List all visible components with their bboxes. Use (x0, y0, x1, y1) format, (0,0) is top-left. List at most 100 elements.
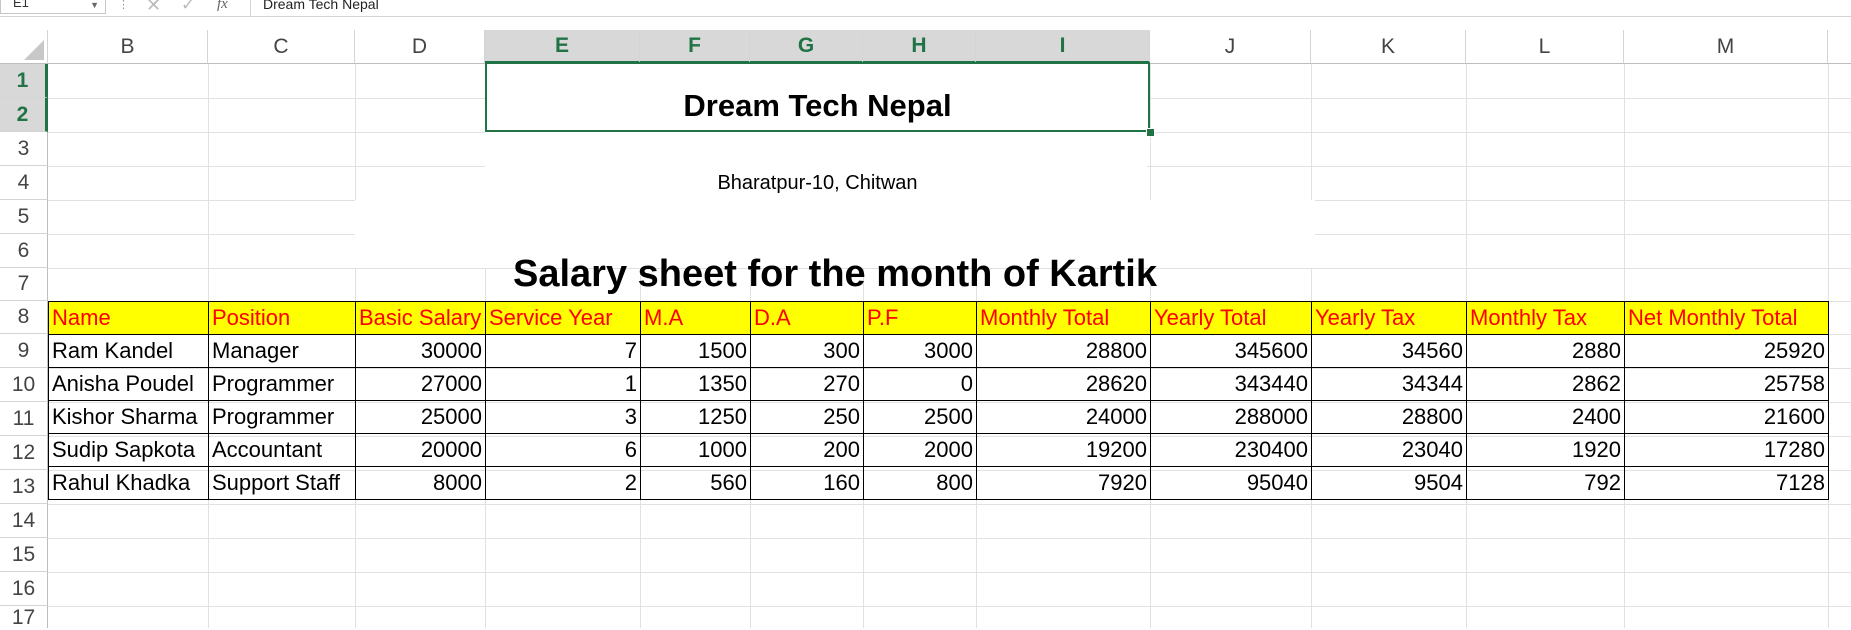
cell-service-year[interactable]: 2 (485, 466, 641, 500)
header-yearly-tax[interactable]: Yearly Tax (1311, 301, 1467, 335)
column-header-c[interactable]: C (208, 30, 355, 64)
header-da[interactable]: D.A (750, 301, 864, 335)
cell-position[interactable]: Programmer (208, 367, 356, 401)
row-header-2[interactable]: 2 (0, 98, 48, 132)
column-header-k[interactable]: K (1311, 30, 1466, 64)
cell-pf[interactable]: 2500 (863, 400, 977, 434)
column-header-i[interactable]: I (976, 30, 1150, 64)
cell-net-monthly-total[interactable]: 7128 (1624, 466, 1829, 500)
header-pf[interactable]: P.F (863, 301, 977, 335)
cell-yearly-total[interactable]: 230400 (1150, 433, 1312, 467)
address-cell[interactable]: Bharatpur-10, Chitwan (717, 171, 918, 194)
column-header-l[interactable]: L (1466, 30, 1624, 64)
cell-monthly-total[interactable]: 19200 (976, 433, 1151, 467)
cell-monthly-tax[interactable]: 792 (1466, 466, 1625, 500)
cell-basic-salary[interactable]: 20000 (355, 433, 486, 467)
cell-basic-salary[interactable]: 30000 (355, 334, 486, 368)
cell-service-year[interactable]: 6 (485, 433, 641, 467)
fill-handle[interactable] (1146, 128, 1155, 137)
row-header-8[interactable]: 8 (0, 301, 48, 334)
row-header-7[interactable]: 7 (0, 268, 48, 301)
enter-icon[interactable]: ✓ (181, 0, 196, 14)
header-basic-salary[interactable]: Basic Salary (355, 301, 486, 335)
cell-name[interactable]: Kishor Sharma (48, 400, 209, 434)
select-all-button[interactable] (0, 30, 48, 64)
cell-position[interactable]: Manager (208, 334, 356, 368)
row-header-4[interactable]: 4 (0, 166, 48, 200)
chevron-down-icon[interactable]: ▼ (90, 0, 99, 10)
cell-da[interactable]: 270 (750, 367, 864, 401)
column-header-j[interactable]: J (1150, 30, 1311, 64)
row-header-17[interactable]: 17 (0, 606, 48, 629)
column-header-e[interactable]: E (485, 30, 640, 64)
cell-da[interactable]: 300 (750, 334, 864, 368)
cell-yearly-total[interactable]: 288000 (1150, 400, 1312, 434)
cell-ma[interactable]: 560 (640, 466, 751, 500)
cell-position[interactable]: Support Staff (208, 466, 356, 500)
cell-monthly-total[interactable]: 24000 (976, 400, 1151, 434)
cancel-icon[interactable]: ✕ (146, 0, 162, 15)
column-header-f[interactable]: F (640, 30, 750, 64)
cell-yearly-tax[interactable]: 23040 (1311, 433, 1467, 467)
column-header-d[interactable]: D (355, 30, 485, 64)
cell-basic-salary[interactable]: 8000 (355, 466, 486, 500)
cell-pf[interactable]: 3000 (863, 334, 977, 368)
cell-position[interactable]: Programmer (208, 400, 356, 434)
cell-name[interactable]: Anisha Poudel (48, 367, 209, 401)
cell-yearly-total[interactable]: 345600 (1150, 334, 1312, 368)
row-header-5[interactable]: 5 (0, 200, 48, 234)
cell-net-monthly-total[interactable]: 17280 (1624, 433, 1829, 467)
cell-monthly-tax[interactable]: 2880 (1466, 334, 1625, 368)
row-header-12[interactable]: 12 (0, 436, 48, 470)
column-header-m[interactable]: M (1624, 30, 1828, 64)
cell-service-year[interactable]: 1 (485, 367, 641, 401)
header-position[interactable]: Position (208, 301, 356, 335)
insert-function-button[interactable]: fx (217, 0, 228, 12)
cell-monthly-tax[interactable]: 2862 (1466, 367, 1625, 401)
row-header-1[interactable]: 1 (0, 64, 48, 98)
cell-yearly-total[interactable]: 95040 (1150, 466, 1312, 500)
cell-name[interactable]: Ram Kandel (48, 334, 209, 368)
cell-yearly-tax[interactable]: 9504 (1311, 466, 1467, 500)
company-title-cell[interactable]: Dream Tech Nepal (485, 62, 1150, 132)
cell-net-monthly-total[interactable]: 25758 (1624, 367, 1829, 401)
cell-yearly-tax[interactable]: 28800 (1311, 400, 1467, 434)
formula-input[interactable]: Dream Tech Nepal (263, 0, 379, 12)
header-name[interactable]: Name (48, 301, 209, 335)
column-header-b[interactable]: B (48, 30, 208, 64)
row-header-6[interactable]: 6 (0, 234, 48, 268)
cell-net-monthly-total[interactable]: 21600 (1624, 400, 1829, 434)
cell-basic-salary[interactable]: 27000 (355, 367, 486, 401)
cell-monthly-total[interactable]: 28800 (976, 334, 1151, 368)
cell-monthly-tax[interactable]: 2400 (1466, 400, 1625, 434)
header-yearly-total[interactable]: Yearly Total (1150, 301, 1312, 335)
cell-da[interactable]: 200 (750, 433, 864, 467)
cell-ma[interactable]: 1250 (640, 400, 751, 434)
header-ma[interactable]: M.A (640, 301, 751, 335)
cell-da[interactable]: 160 (750, 466, 864, 500)
cell-basic-salary[interactable]: 25000 (355, 400, 486, 434)
cell-monthly-tax[interactable]: 1920 (1466, 433, 1625, 467)
cell-ma[interactable]: 1500 (640, 334, 751, 368)
cell-pf[interactable]: 2000 (863, 433, 977, 467)
header-monthly-tax[interactable]: Monthly Tax (1466, 301, 1625, 335)
row-header-3[interactable]: 3 (0, 132, 48, 166)
row-header-11[interactable]: 11 (0, 402, 48, 436)
row-header-10[interactable]: 10 (0, 368, 48, 402)
name-box[interactable]: E1 ▼ (0, 0, 106, 14)
cell-da[interactable]: 250 (750, 400, 864, 434)
cell-yearly-tax[interactable]: 34560 (1311, 334, 1467, 368)
column-header-next[interactable] (1828, 30, 1851, 64)
cell-pf[interactable]: 0 (863, 367, 977, 401)
cell-ma[interactable]: 1000 (640, 433, 751, 467)
header-net-monthly-total[interactable]: Net Monthly Total (1624, 301, 1829, 335)
row-header-16[interactable]: 16 (0, 572, 48, 606)
cell-pf[interactable]: 800 (863, 466, 977, 500)
cell-monthly-total[interactable]: 28620 (976, 367, 1151, 401)
row-header-14[interactable]: 14 (0, 504, 48, 538)
header-monthly-total[interactable]: Monthly Total (976, 301, 1151, 335)
row-header-15[interactable]: 15 (0, 538, 48, 572)
cell-position[interactable]: Accountant (208, 433, 356, 467)
cell-yearly-tax[interactable]: 34344 (1311, 367, 1467, 401)
header-service-year[interactable]: Service Year (485, 301, 641, 335)
